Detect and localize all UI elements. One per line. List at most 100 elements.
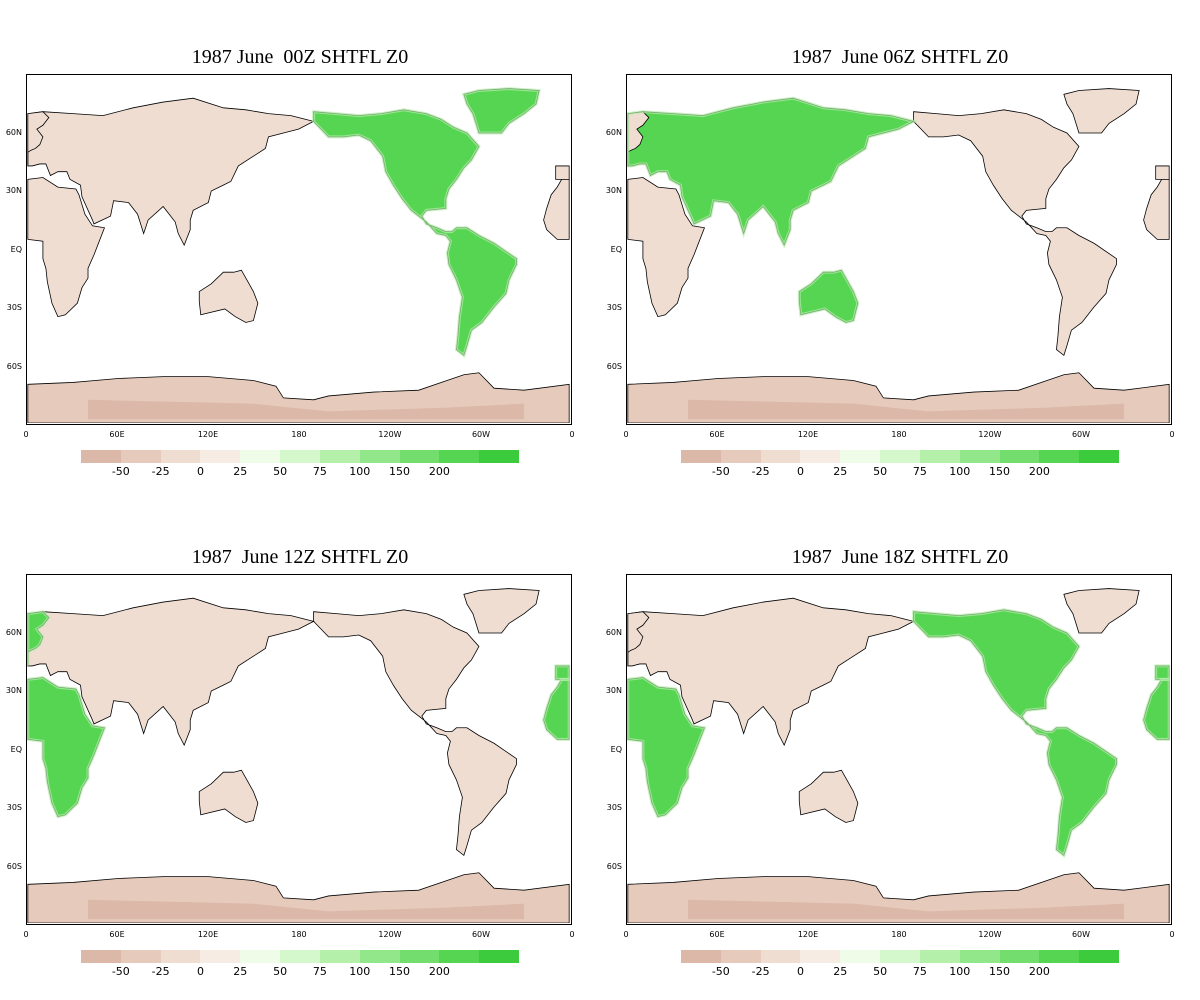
- landmass-eurasia-w: [627, 611, 650, 666]
- colorbar-swatch: [681, 450, 721, 463]
- colorbar-swatch: [160, 950, 201, 963]
- lat-tick-label: 30S: [606, 803, 622, 812]
- colorbar-swatch: [479, 450, 519, 463]
- panel-title: 1987 June 06Z SHTFL Z0: [791, 46, 1009, 68]
- lat-tick-label: EQ: [610, 244, 622, 254]
- landmass-eurasia: [27, 597, 315, 747]
- lat-tick-label: EQ: [610, 744, 622, 754]
- panel-title: 1987 June 12Z SHTFL Z0: [191, 546, 409, 568]
- lon-tick-label: 60E: [109, 430, 125, 439]
- colorbar-tick-label: 150: [389, 465, 411, 478]
- colorbar-tick-label: 75: [312, 465, 327, 478]
- colorbar-swatch: [280, 450, 320, 463]
- colorbar-swatch: [240, 450, 281, 463]
- heat-halo-australia: [797, 268, 860, 325]
- panel-title: 1987 June 18Z SHTFL Z0: [791, 546, 1009, 568]
- lat-tick-label: 60S: [6, 861, 22, 871]
- colorbar-tick-label: -50: [711, 465, 730, 478]
- colorbar-tick-label: 100: [949, 965, 971, 978]
- colorbar-swatch: [720, 450, 761, 463]
- landmass-iberia-w: [1155, 665, 1170, 680]
- lat-tick-label: EQ: [10, 744, 22, 754]
- landmass-greenland: [1063, 88, 1140, 134]
- lon-tick-label: 180: [291, 930, 307, 939]
- landmass-australia: [198, 269, 259, 323]
- colorbar-swatch: [880, 450, 920, 463]
- landmass-africa-w: [543, 179, 570, 240]
- antarctica-cold-patch: [88, 899, 525, 920]
- colorbar-tick-label: 100: [349, 465, 371, 478]
- landmass-australia: [798, 769, 859, 823]
- antarctica-cold-patch: [688, 899, 1125, 920]
- lon-tick-label: 60W: [1071, 430, 1091, 439]
- colorbar-swatch: [81, 950, 121, 963]
- lon-tick-label: 180: [291, 430, 307, 439]
- colorbar-tick-label: 0: [196, 465, 204, 478]
- colorbar-swatch: [81, 450, 121, 463]
- colorbar-swatch: [479, 950, 519, 963]
- heat-halo-greenland: [461, 87, 541, 135]
- lon-tick-label: 0: [1169, 930, 1175, 939]
- colorbar-tick-label: 50: [873, 465, 888, 478]
- colorbar-swatch: [760, 450, 801, 463]
- colorbar-swatch: [120, 950, 161, 963]
- lat-tick-label: 30S: [6, 803, 22, 812]
- heat-halo-iberia-w: [554, 664, 570, 681]
- colorbar-tick-label: -25: [151, 965, 170, 978]
- colorbar-swatch: [681, 950, 721, 963]
- antarctica-cold-patch: [88, 399, 525, 420]
- lon-tick-label: 120W: [978, 430, 1002, 439]
- colorbar-tick-label: -50: [711, 965, 730, 978]
- lon-tick-label: 0: [623, 430, 629, 439]
- colorbar-tick-label: 100: [349, 965, 371, 978]
- colorbar-swatch: [1039, 950, 1080, 963]
- lon-tick-label: 120E: [197, 930, 219, 939]
- lon-tick-label: 120E: [197, 430, 219, 439]
- colorbar-tick-label: 75: [312, 965, 327, 978]
- landmass-greenland: [463, 588, 540, 634]
- heat-halo-americas: [912, 608, 1119, 858]
- colorbar-tick-label: 150: [989, 465, 1011, 478]
- colorbar-swatch: [439, 950, 480, 963]
- landmass-africa: [627, 177, 706, 318]
- lat-tick-label: 60N: [5, 127, 22, 137]
- colorbar-tick-label: 0: [796, 965, 804, 978]
- landmass-africa-w: [1143, 179, 1170, 240]
- landmass-eurasia: [627, 597, 915, 747]
- colorbar-tick-label: 50: [273, 965, 288, 978]
- lat-tick-label: 30N: [5, 686, 22, 695]
- landmass-iberia-w: [555, 165, 570, 180]
- landmass-iberia-w: [555, 665, 570, 680]
- lon-tick-label: 0: [569, 430, 575, 439]
- colorbar-swatch: [919, 950, 960, 963]
- panel-18z: 1987 June 18Z SHTFL Z0 60N 30N EQ 30S 60S 0 60…: [600, 500, 1200, 1000]
- colorbar-tick-label: 100: [949, 465, 971, 478]
- panel-06z: 1987 June 06Z SHTFL Z0 60N 30N EQ 30S 60S 0 60…: [600, 0, 1200, 500]
- landmass-americas: [913, 109, 1117, 357]
- colorbar-tick-label: 25: [833, 965, 848, 978]
- colorbar-tick-label: -25: [151, 465, 170, 478]
- colorbar: [81, 450, 519, 463]
- world-map-00z: [26, 74, 572, 425]
- heat-halo-eurasia: [627, 96, 918, 249]
- colorbar-swatch: [720, 950, 761, 963]
- colorbar-swatch: [319, 950, 360, 963]
- lon-tick-label: 60W: [471, 430, 491, 439]
- colorbar-tick-label: 75: [912, 465, 927, 478]
- colorbar-swatch: [999, 450, 1040, 463]
- lat-tick-label: 60S: [606, 361, 622, 371]
- colorbar: [681, 950, 1119, 963]
- lon-tick-label: 60W: [1071, 930, 1091, 939]
- world-map-18z: [626, 574, 1172, 925]
- landmass-australia: [798, 269, 859, 323]
- lat-tick-label: 60N: [605, 127, 622, 137]
- lon-tick-label: 0: [623, 930, 629, 939]
- colorbar-swatch: [1079, 950, 1119, 963]
- heat-halo-eurasia-w: [27, 610, 51, 666]
- heat-halo-africa: [27, 675, 107, 819]
- colorbar-tick-label: 200: [1028, 965, 1050, 978]
- colorbar-tick-label: 200: [1028, 465, 1050, 478]
- lat-tick-label: 60N: [5, 627, 22, 637]
- colorbar-tick-label: 200: [428, 965, 450, 978]
- colorbar-swatch: [160, 450, 201, 463]
